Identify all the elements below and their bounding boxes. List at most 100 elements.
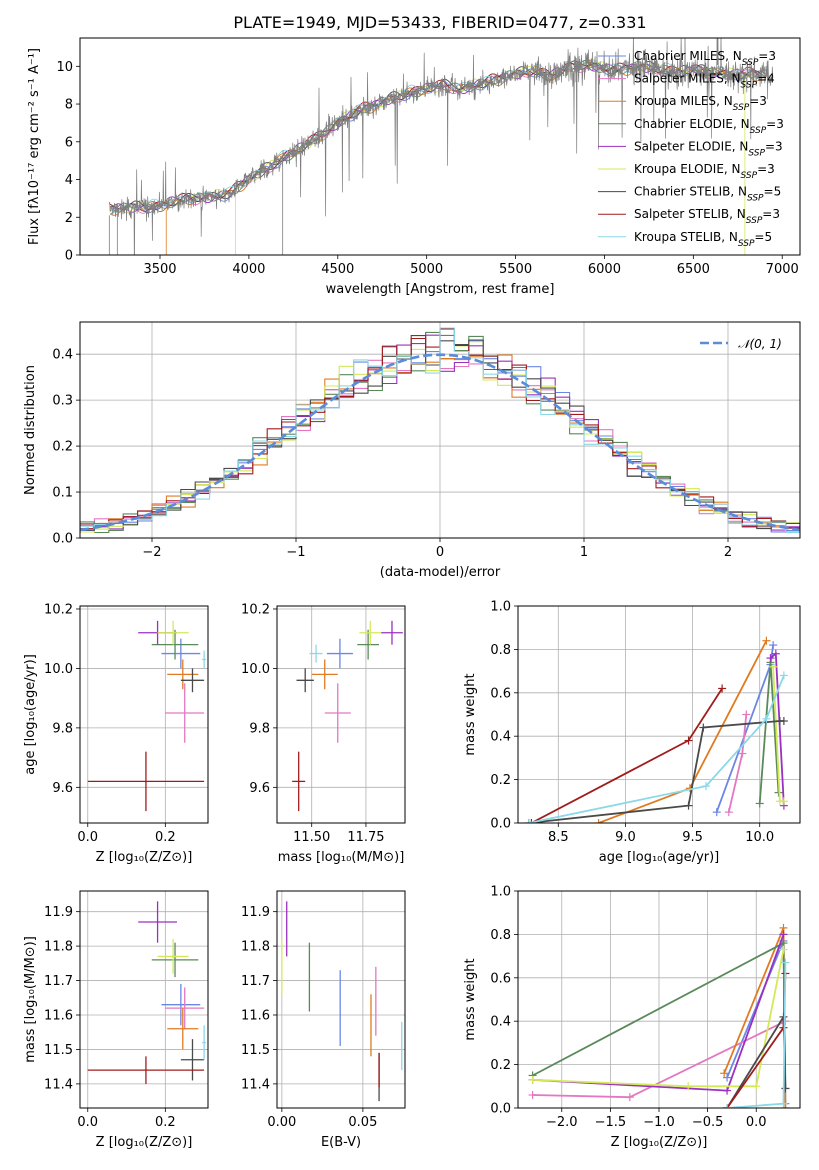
y-tick-label: 11.8 [241, 940, 270, 955]
legend-nssp-value: 3 [775, 139, 783, 153]
plot-area [87, 901, 207, 1084]
y-tick-label: 0.2 [52, 440, 73, 455]
axes-frame [79, 321, 801, 539]
y-tick-label: 11.6 [241, 1009, 270, 1024]
weight-marker [755, 799, 764, 808]
residuals-legend: 𝒩(0, 1) [700, 337, 782, 351]
x-axis-label: mass [log₁₀(M/M⊙)] [278, 850, 405, 865]
errorbar-point [296, 668, 314, 693]
plot-weight-vs-Z: −2.0 −1.5 −1.0 −0.5 0.0 0.0 0.2 0.4 0.6 0.8 1.0 Z [… [463, 885, 801, 1150]
weight-marker [723, 1073, 732, 1082]
y-tick-label: 11.9 [44, 905, 73, 920]
legend-label: Salpeter STELIB, NSSP=3 [634, 207, 780, 226]
legend-nssp-prefix: , N [724, 72, 741, 86]
axes-frame [276, 890, 406, 1109]
x-tick-label: 4000 [232, 262, 265, 277]
legend-nssp-prefix: , N [729, 207, 746, 221]
x-tick-label: −0.5 [692, 1115, 724, 1130]
y-tick-label: 0.8 [490, 928, 511, 943]
x-axis-label: Z [log₁₀(Z/Z⊙)] [96, 1135, 193, 1150]
weight-marker [527, 819, 536, 823]
axes-frame [517, 605, 801, 824]
legend-nssp-sub: SSP [741, 171, 758, 181]
legend-label: Salpeter ELODIE, NSSP=3 [634, 139, 783, 158]
plot-area [108, 38, 774, 255]
model-spectrum-line [109, 62, 767, 212]
x-tick-label: 6500 [677, 262, 710, 277]
legend-label: Chabrier MILES, NSSP=3 [634, 49, 776, 68]
weight-series-line [532, 934, 785, 1092]
x-tick-label: 0.2 [155, 1115, 176, 1130]
legend-nssp-value: 3 [768, 49, 776, 63]
errorbar-point [165, 987, 205, 1029]
errorbar-point [324, 683, 351, 743]
plot-residuals: −2 −1 0 1 2 0.0 0.1 0.2 0.3 0.4 (data-model)/error… [23, 321, 801, 580]
errorbar-point [161, 638, 201, 669]
weight-marker [781, 1104, 790, 1108]
legend-model-name: Chabrier STELIB [634, 185, 730, 199]
y-tick-label: 10.0 [241, 662, 270, 677]
legend-nssp-prefix: , N [721, 230, 738, 244]
y-tick-label: 0.2 [490, 773, 511, 788]
weight-marker [781, 1084, 790, 1093]
legend-nssp-value: 3 [772, 207, 780, 221]
legend-nssp-prefix: , N [732, 139, 749, 153]
data-spectrum-line [108, 38, 774, 255]
legend-nssp-eq: = [754, 230, 764, 244]
legend-model-name: Kroupa ELODIE [634, 162, 724, 176]
y-tick-label: 0.1 [52, 486, 73, 501]
y-tick-label: 0.4 [490, 1015, 511, 1030]
y-tick-label: 11.5 [44, 1043, 73, 1058]
x-tick-label: 0.05 [348, 1115, 377, 1130]
weight-marker [766, 654, 775, 663]
y-tick-label: 11.7 [241, 974, 270, 989]
y-tick-label: 9.8 [249, 721, 270, 736]
y-axis-label: mass weight [463, 673, 478, 755]
weight-marker [771, 649, 780, 658]
legend-label: Kroupa MILES, NSSP=3 [634, 94, 767, 113]
weight-marker [625, 1093, 634, 1102]
y-tick-label: 0.2 [490, 1058, 511, 1073]
weight-marker [779, 717, 788, 726]
x-tick-label: −1 [286, 545, 305, 560]
legend-label: Kroupa STELIB, NSSP=5 [634, 230, 772, 249]
weight-marker [720, 1069, 729, 1078]
x-tick-label: 10.0 [745, 830, 774, 845]
x-tick-label: 6000 [588, 262, 621, 277]
x-axis-label: E(B-V) [321, 1135, 361, 1150]
weight-marker [762, 714, 771, 723]
legend-nssp-sub: SSP [733, 103, 750, 113]
errorbar-point [151, 942, 199, 978]
legend-nssp-prefix: , N [730, 185, 747, 199]
y-tick-label: 11.9 [241, 905, 270, 920]
weight-marker [684, 736, 693, 745]
errorbar-point [202, 1025, 207, 1060]
y-tick-label: 9.6 [52, 781, 73, 796]
x-tick-label: 9.5 [682, 830, 703, 845]
errorbar-point [157, 620, 189, 645]
x-axis-label: wavelength [Angstrom, rest frame] [326, 282, 555, 297]
legend-label: 𝒩(0, 1) [738, 337, 782, 351]
y-axis-label: age [log₁₀(age/yr)] [23, 654, 38, 775]
weight-marker [762, 636, 771, 645]
errorbar-point [309, 644, 323, 663]
x-tick-label: 0.0 [77, 830, 98, 845]
legend-nssp-eq: = [764, 185, 774, 199]
axes-frame [517, 890, 801, 1109]
weight-marker [702, 782, 710, 791]
legend-nssp-sub: SSP [747, 194, 764, 204]
errorbar-point [292, 751, 306, 812]
x-tick-label: −1.5 [595, 1115, 627, 1130]
plot-area [528, 923, 790, 1108]
normal-reference-curve [80, 353, 800, 532]
x-tick-label: 7000 [766, 262, 799, 277]
weight-marker [779, 1099, 788, 1108]
plot-area [87, 620, 207, 812]
y-tick-label: 0.4 [490, 730, 511, 745]
weight-marker [769, 662, 778, 671]
errorbar-point [359, 620, 382, 645]
legend-nssp-value: 3 [759, 94, 767, 108]
x-tick-label: 9.0 [615, 830, 636, 845]
